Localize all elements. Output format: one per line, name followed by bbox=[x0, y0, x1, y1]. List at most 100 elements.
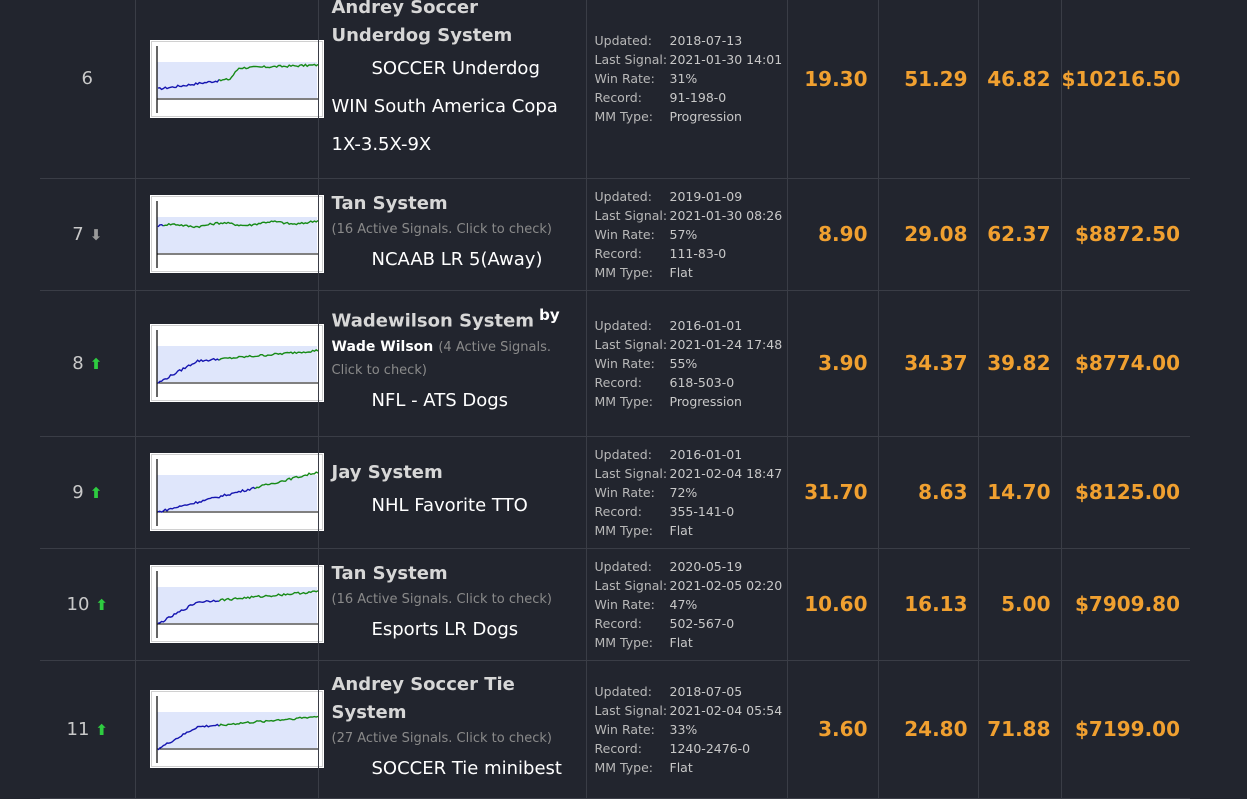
rank-up-arrow-icon: ⬆ bbox=[89, 354, 103, 373]
chart-cell bbox=[135, 548, 323, 661]
record-value: 1240-2476-0 bbox=[669, 740, 751, 756]
chart-line-recent bbox=[218, 349, 318, 361]
win-rate-value: 33% bbox=[669, 721, 698, 737]
system-name-link[interactable]: Jay System bbox=[331, 462, 443, 483]
stat-col-1: 10.60 bbox=[787, 548, 879, 661]
system-by-label: by bbox=[539, 306, 560, 325]
record-value: 502-567-0 bbox=[669, 615, 735, 631]
chart-line-early bbox=[157, 78, 220, 90]
chart-line-early bbox=[157, 486, 256, 513]
system-name-link[interactable]: Andrey Soccer Underdog System bbox=[331, 0, 513, 46]
system-subtitles: NCAAB LR 5(Away) bbox=[332, 241, 576, 279]
rank-number: 7 bbox=[72, 223, 84, 245]
chart-cell bbox=[135, 178, 323, 291]
last-signal-value: 2021-01-24 17:48 bbox=[669, 336, 783, 352]
stat-col-1: 8.90 bbox=[787, 178, 879, 291]
profit-chart-thumbnail[interactable] bbox=[150, 454, 323, 530]
updated-value: 2019-01-09 bbox=[669, 188, 743, 204]
mm-type-value: Flat bbox=[669, 759, 693, 775]
info-cell: Updated: 2018-07-13 Last Signal: 2021-01-3… bbox=[586, 0, 788, 179]
profit-value: $8872.50 bbox=[1061, 178, 1190, 291]
win-rate-value: 55% bbox=[669, 355, 698, 371]
chart-line-early bbox=[156, 223, 164, 228]
system-subtitles: SOCCER Tie minibest bbox=[332, 750, 576, 788]
profit-chart-thumbnail[interactable] bbox=[150, 691, 323, 767]
last-signal-label: Last Signal: bbox=[594, 336, 668, 352]
active-signals-link[interactable]: (16 Active Signals. Click to check) bbox=[331, 591, 553, 607]
chart-line-recent bbox=[218, 715, 318, 727]
chart-line-early bbox=[156, 357, 219, 384]
rank-cell: 8 ⬆ bbox=[40, 290, 136, 437]
chart-cell bbox=[135, 0, 323, 179]
last-signal-label: Last Signal: bbox=[594, 577, 668, 593]
system-name-link[interactable]: Tan System bbox=[331, 192, 448, 214]
win-rate-label: Win Rate: bbox=[594, 355, 655, 371]
system-subtitles: NFL - ATS Dogs bbox=[332, 382, 576, 420]
last-signal-value: 2021-01-30 14:01 bbox=[669, 52, 783, 68]
system-subtitle: SOCCER Underdog bbox=[371, 57, 540, 79]
info-cell: Updated: 2016-01-01 Last Signal: 2021-02-0… bbox=[586, 436, 788, 549]
system-name-link[interactable]: Tan System bbox=[331, 562, 448, 584]
mm-type-value: Flat bbox=[669, 522, 693, 538]
info-cell: Updated: 2019-01-09 Last Signal: 2021-01-3… bbox=[586, 178, 788, 291]
record-label: Record: bbox=[594, 503, 642, 519]
chart-cell bbox=[135, 436, 323, 549]
rank-up-arrow-icon: ⬆ bbox=[95, 720, 108, 739]
updated-label: Updated: bbox=[594, 446, 652, 462]
system-subtitles: SOCCER Underdog WIN South America Copa 1X-… bbox=[332, 50, 576, 164]
win-rate-value: 72% bbox=[669, 484, 698, 500]
system-subtitles: Esports LR Dogs bbox=[332, 611, 576, 649]
stat-col-1: 3.60 bbox=[787, 660, 879, 799]
rank-cell: 9 ⬆ bbox=[40, 436, 136, 549]
system-subtitle: NHL Favorite TTO bbox=[371, 495, 528, 516]
table-row: 6 Andrey Soccer Underdog System SOCCER U… bbox=[40, 0, 1190, 179]
rank-number: 11 bbox=[66, 718, 90, 740]
rank-number: 8 bbox=[72, 352, 84, 374]
mm-type-value: Flat bbox=[669, 264, 693, 280]
active-signals-link[interactable]: (27 Active Signals. Click to check) bbox=[331, 730, 553, 746]
mm-type-label: MM Type: bbox=[594, 522, 653, 538]
mm-type-value: Flat bbox=[669, 634, 693, 650]
table-row: 11 ⬆ Andrey Soccer Tie System (27 Active … bbox=[40, 660, 1190, 799]
record-label: Record: bbox=[594, 740, 642, 756]
rank-up-arrow-icon: ⬆ bbox=[89, 483, 103, 502]
profit-chart-thumbnail[interactable] bbox=[150, 566, 323, 642]
profit-value: $7909.80 bbox=[1061, 548, 1190, 661]
system-ranking-table: 6 Andrey Soccer Underdog System SOCCER U… bbox=[40, 0, 1190, 799]
stat-col-1: 31.70 bbox=[787, 436, 879, 549]
active-signals-link[interactable]: (4 Active Signals. Click to check) bbox=[331, 339, 552, 378]
win-rate-label: Win Rate: bbox=[594, 484, 655, 500]
system-name-link[interactable]: Andrey Soccer Tie System bbox=[331, 673, 515, 723]
win-rate-label: Win Rate: bbox=[594, 226, 655, 242]
updated-value: 2016-01-01 bbox=[669, 446, 743, 462]
stat-col-2: 24.80 bbox=[878, 660, 979, 799]
updated-label: Updated: bbox=[594, 558, 652, 574]
rank-cell: 10 ⬆ bbox=[40, 548, 136, 661]
table-row: 7 ⬇ Tan System (16 Active Signals. Click … bbox=[40, 178, 1190, 291]
updated-label: Updated: bbox=[594, 33, 652, 49]
chart-line-recent bbox=[162, 220, 318, 229]
record-value: 111-83-0 bbox=[669, 245, 727, 261]
profit-value: $10216.50 bbox=[1061, 0, 1190, 179]
updated-label: Updated: bbox=[594, 683, 652, 699]
rank-cell: 6 bbox=[40, 0, 136, 179]
profit-chart-thumbnail[interactable] bbox=[150, 196, 323, 272]
profit-chart-thumbnail[interactable] bbox=[150, 325, 323, 401]
record-value: 618-503-0 bbox=[669, 374, 735, 390]
system-name-link[interactable]: Wadewilson System bbox=[331, 310, 535, 332]
system-subtitle-line: 1X-3.5X-9X bbox=[331, 133, 432, 155]
updated-label: Updated: bbox=[594, 317, 652, 333]
win-rate-value: 47% bbox=[669, 596, 698, 612]
last-signal-label: Last Signal: bbox=[594, 52, 668, 68]
system-subtitle: SOCCER Tie minibest bbox=[371, 757, 562, 779]
profit-chart-thumbnail[interactable] bbox=[150, 40, 323, 117]
system-cell: Wadewilson System by Wade Wilson (4 Acti… bbox=[318, 290, 587, 437]
rank-number: 10 bbox=[66, 593, 90, 615]
rank-cell: 7 ⬇ bbox=[40, 178, 136, 291]
win-rate-value: 57% bbox=[669, 226, 698, 242]
system-author[interactable]: Wade Wilson bbox=[331, 338, 434, 355]
active-signals-link[interactable]: (16 Active Signals. Click to check) bbox=[331, 221, 553, 237]
stat-col-2: 8.63 bbox=[878, 436, 979, 549]
last-signal-value: 2021-02-05 02:20 bbox=[669, 577, 783, 593]
updated-value: 2020-05-19 bbox=[669, 558, 743, 574]
